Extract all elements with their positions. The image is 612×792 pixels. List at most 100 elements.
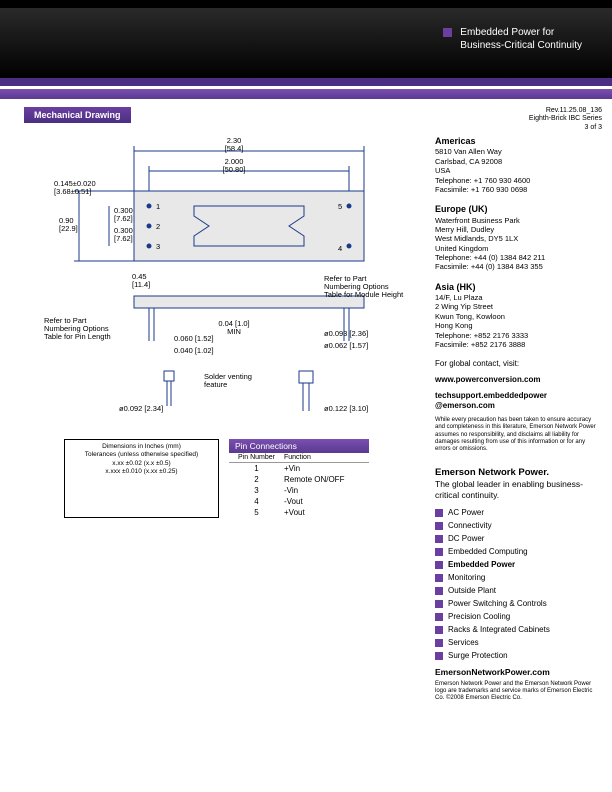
region-asia: Asia (HK) 14/F, Lu Plaza2 Wing Yip Stree… xyxy=(435,282,602,350)
bullet-icon xyxy=(435,639,443,647)
svg-text:0.060 [1.52]: 0.060 [1.52] xyxy=(174,334,214,343)
capability-item: Surge Protection xyxy=(435,651,602,661)
global-email-1: techsupport.embeddedpower xyxy=(435,391,602,401)
region-line: Facsimile: +1 760 930 0698 xyxy=(435,185,602,194)
svg-text:5: 5 xyxy=(338,202,342,211)
pin-function: -Vout xyxy=(284,497,369,506)
capability-item: Racks & Integrated Cabinets xyxy=(435,625,602,635)
capabilities-list: AC Power Connectivity DC Power Embedded Com… xyxy=(435,508,602,661)
section-title: Mechanical Drawing xyxy=(24,107,131,123)
pin-function: -Vin xyxy=(284,486,369,495)
svg-text:ø0.092 [2.34]: ø0.092 [2.34] xyxy=(119,404,163,413)
region-title: Americas xyxy=(435,136,602,147)
dim-note-l1: Dimensions in Inches (mm) xyxy=(71,443,212,451)
capability-item: Embedded Power xyxy=(435,560,602,570)
table-row: 5+Vout xyxy=(229,507,369,518)
footer-legal: Emerson Network Power and the Emerson Ne… xyxy=(435,681,602,703)
capability-label: Services xyxy=(448,638,479,647)
rev-line1: Rev.11.25.08_136 xyxy=(435,107,602,115)
capability-label: Racks & Integrated Cabinets xyxy=(448,625,550,634)
bullet-icon xyxy=(435,509,443,517)
region-line: Hong Kong xyxy=(435,321,602,330)
capability-item: Connectivity xyxy=(435,521,602,531)
tagline-line2: Business-Critical Continuity xyxy=(460,40,582,51)
svg-text:feature: feature xyxy=(204,380,227,389)
svg-text:Table for Pin Length: Table for Pin Length xyxy=(44,332,111,341)
bullet-icon xyxy=(435,613,443,621)
table-row: 3-Vin xyxy=(229,485,369,496)
purple-bar-1 xyxy=(0,78,612,86)
svg-text:ø0.122 [3.10]: ø0.122 [3.10] xyxy=(324,404,368,413)
capability-item: Monitoring xyxy=(435,573,602,583)
footer-url: EmersonNetworkPower.com xyxy=(435,667,602,678)
dim-note-l3: x.xx ±0.02 (x.x ±0.5) xyxy=(71,460,212,468)
enp-subtitle: The global leader in enabling business-c… xyxy=(435,479,602,500)
capability-label: Surge Protection xyxy=(448,651,508,660)
region-line: Telephone: +1 760 930 4600 xyxy=(435,176,602,185)
tagline: Embedded Power for Business-Critical Con… xyxy=(443,26,583,52)
capability-label: DC Power xyxy=(448,534,484,543)
pin-table-header: Pin Connections xyxy=(229,439,369,453)
svg-text:[50.80]: [50.80] xyxy=(223,165,246,174)
table-row: 4-Vout xyxy=(229,496,369,507)
region-line: 14/F, Lu Plaza xyxy=(435,293,602,302)
bullet-icon xyxy=(435,587,443,595)
capability-item: Services xyxy=(435,638,602,648)
svg-text:3: 3 xyxy=(156,242,160,251)
capability-item: Embedded Computing xyxy=(435,547,602,557)
pin-number: 5 xyxy=(229,508,284,517)
svg-text:[7.62]: [7.62] xyxy=(114,214,133,223)
mechanical-drawing: 2.30 [58.4] 2.000 [50.80] 0.145±0.020 [3… xyxy=(24,131,424,431)
region-line: USA xyxy=(435,166,602,175)
capability-label: Embedded Power xyxy=(448,560,515,569)
revision-info: Rev.11.25.08_136 Eighth-Brick IBC Series… xyxy=(435,107,602,132)
rev-line3: 3 of 3 xyxy=(435,124,602,132)
svg-text:MIN: MIN xyxy=(227,327,241,336)
pin-connections-table: Pin Connections Pin Number Function 1+Vi… xyxy=(229,439,369,518)
capability-item: Outside Plant xyxy=(435,586,602,596)
capability-item: AC Power xyxy=(435,508,602,518)
svg-text:[3.68±0.51]: [3.68±0.51] xyxy=(54,187,91,196)
global-contact-text: For global contact, visit: xyxy=(435,359,602,369)
pin-col-function: Function xyxy=(284,454,369,461)
header-main: Embedded Power for Business-Critical Con… xyxy=(0,8,612,78)
pin-function: +Vin xyxy=(284,464,369,473)
global-url: www.powerconversion.com xyxy=(435,375,602,385)
bullet-icon xyxy=(435,522,443,530)
bullet-icon xyxy=(435,652,443,660)
header-black-bar xyxy=(0,0,612,8)
region-line: Merry Hill, Dudley xyxy=(435,225,602,234)
pin-number: 2 xyxy=(229,475,284,484)
region-line: Facsimile: +44 (0) 1384 843 355 xyxy=(435,262,602,271)
capability-item: Power Switching & Controls xyxy=(435,599,602,609)
pin-number: 4 xyxy=(229,497,284,506)
bullet-icon xyxy=(435,574,443,582)
svg-text:ø0.062 [1.57]: ø0.062 [1.57] xyxy=(324,341,368,350)
region-line: 5810 Van Allen Way xyxy=(435,147,602,156)
svg-text:1: 1 xyxy=(156,202,160,211)
rev-line2: Eighth-Brick IBC Series xyxy=(435,115,602,123)
capability-label: AC Power xyxy=(448,508,484,517)
enp-title: Emerson Network Power. xyxy=(435,467,602,479)
pin-col-number: Pin Number xyxy=(229,454,284,461)
pin-function: Remote ON/OFF xyxy=(284,475,369,484)
tagline-bullet-icon xyxy=(443,28,452,37)
region-line: Waterfront Business Park xyxy=(435,216,602,225)
capability-label: Precision Cooling xyxy=(448,612,510,621)
region-line: Kwun Tong, Kowloon xyxy=(435,312,602,321)
capability-label: Power Switching & Controls xyxy=(448,599,547,608)
bullet-icon xyxy=(435,626,443,634)
capability-label: Monitoring xyxy=(448,573,485,582)
svg-text:[7.62]: [7.62] xyxy=(114,234,133,243)
region-americas: Americas 5810 Van Allen WayCarlsbad, CA … xyxy=(435,136,602,194)
global-email-2: @emerson.com xyxy=(435,401,602,411)
svg-text:0.040 [1.02]: 0.040 [1.02] xyxy=(174,346,214,355)
region-line: West Midlands, DY5 1LX xyxy=(435,234,602,243)
capability-label: Outside Plant xyxy=(448,586,496,595)
bullet-icon xyxy=(435,548,443,556)
region-line: Facsimile: +852 2176 3888 xyxy=(435,340,602,349)
region-line: 2 Wing Yip Street xyxy=(435,302,602,311)
svg-text:Table for Module Height: Table for Module Height xyxy=(324,290,404,299)
capability-item: DC Power xyxy=(435,534,602,544)
region-line: Telephone: +44 (0) 1384 842 211 xyxy=(435,253,602,262)
